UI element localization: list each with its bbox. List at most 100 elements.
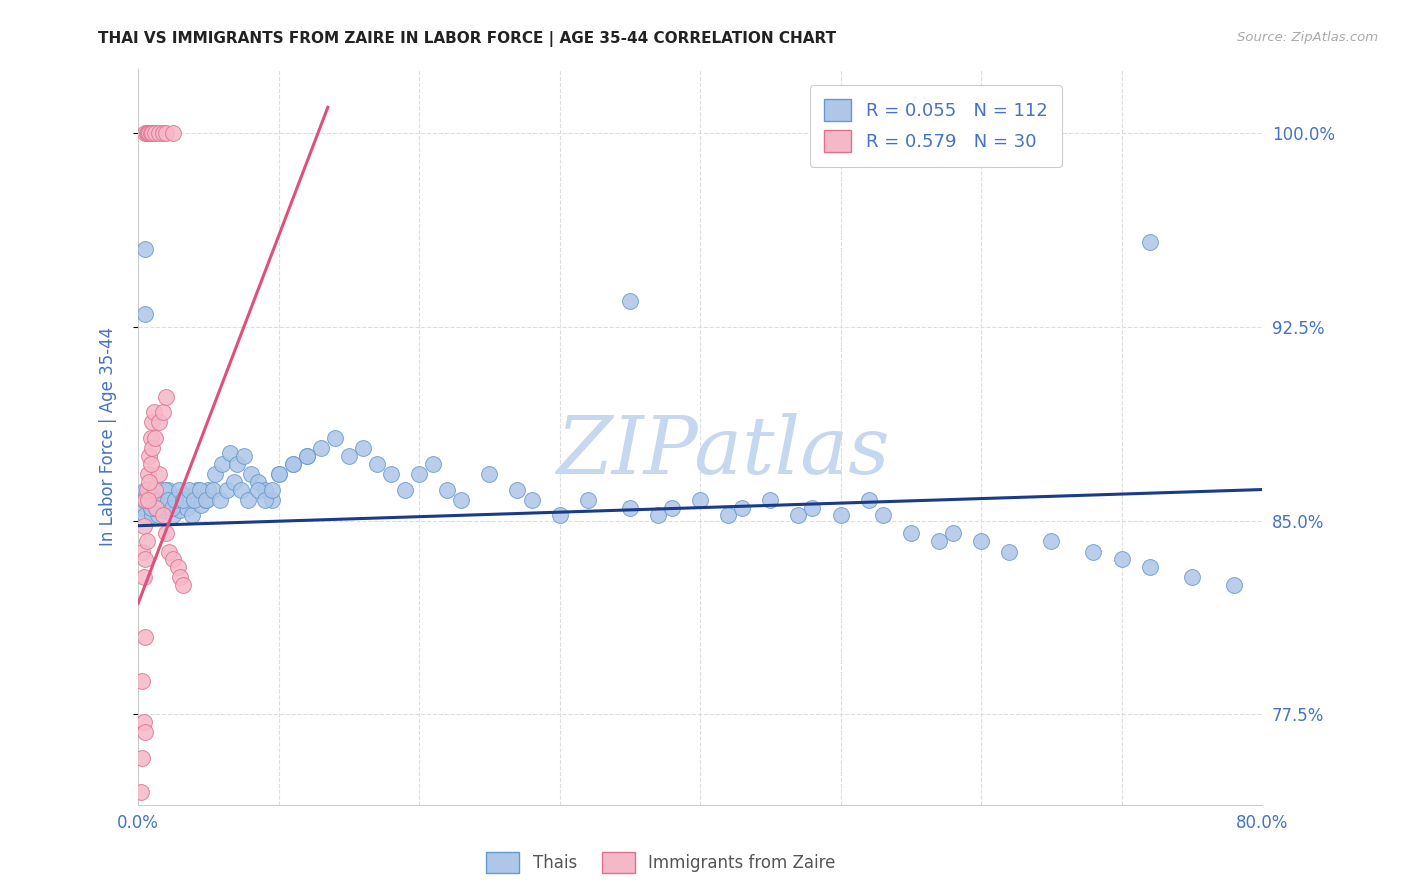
Point	[145, 500, 167, 515]
Point	[1083, 544, 1105, 558]
Point	[148, 416, 170, 430]
Point	[1139, 235, 1161, 249]
Point	[183, 492, 205, 507]
Point	[186, 483, 208, 497]
Point	[138, 449, 160, 463]
Point	[450, 492, 472, 507]
Point	[143, 483, 166, 497]
Point	[160, 500, 183, 515]
Point	[998, 544, 1021, 558]
Text: Source: ZipAtlas.com: Source: ZipAtlas.com	[1237, 31, 1378, 45]
Point	[134, 552, 156, 566]
Point	[148, 126, 170, 140]
Point	[129, 785, 152, 799]
Point	[1139, 560, 1161, 574]
Point	[281, 457, 304, 471]
Point	[142, 488, 165, 502]
Point	[436, 483, 458, 497]
Point	[190, 498, 212, 512]
Point	[647, 508, 669, 523]
Point	[267, 467, 290, 481]
Point	[801, 500, 824, 515]
Point	[153, 483, 176, 497]
Point	[131, 500, 153, 515]
Point	[150, 498, 173, 512]
Point	[246, 483, 269, 497]
Point	[201, 483, 224, 497]
Point	[157, 544, 180, 558]
Point	[260, 483, 283, 497]
Point	[239, 467, 262, 481]
Point	[194, 492, 217, 507]
Point	[689, 492, 711, 507]
Point	[155, 126, 177, 140]
Point	[153, 492, 176, 507]
Point	[131, 751, 153, 765]
Point	[394, 483, 416, 497]
Point	[135, 126, 157, 140]
Point	[520, 492, 543, 507]
Point	[148, 492, 170, 507]
Point	[787, 508, 810, 523]
Point	[1223, 578, 1246, 592]
Point	[132, 518, 155, 533]
Point	[323, 431, 346, 445]
Point	[225, 457, 247, 471]
Point	[134, 492, 156, 507]
Point	[422, 457, 444, 471]
Point	[155, 390, 177, 404]
Point	[253, 492, 276, 507]
Point	[830, 508, 852, 523]
Point	[872, 508, 894, 523]
Point	[222, 475, 245, 489]
Point	[942, 526, 965, 541]
Point	[215, 483, 238, 497]
Point	[156, 492, 179, 507]
Point	[155, 500, 177, 515]
Text: ZIPatlas: ZIPatlas	[555, 413, 890, 490]
Point	[295, 449, 318, 463]
Point	[169, 503, 191, 517]
Point	[928, 534, 950, 549]
Point	[148, 467, 170, 481]
Point	[619, 293, 641, 308]
Point	[139, 126, 162, 140]
Point	[157, 492, 180, 507]
Point	[1040, 534, 1063, 549]
Point	[143, 492, 166, 507]
Point	[309, 441, 332, 455]
Point	[136, 492, 159, 507]
Point	[139, 500, 162, 515]
Point	[136, 492, 159, 507]
Point	[900, 526, 922, 541]
Point	[139, 431, 162, 445]
Point	[197, 483, 219, 497]
Point	[159, 500, 181, 515]
Point	[132, 570, 155, 584]
Point	[146, 508, 169, 523]
Point	[619, 500, 641, 515]
Point	[134, 307, 156, 321]
Point	[1111, 552, 1133, 566]
Point	[1181, 570, 1204, 584]
Point	[138, 475, 160, 489]
Point	[143, 431, 166, 445]
Point	[366, 457, 388, 471]
Legend: Thais, Immigrants from Zaire: Thais, Immigrants from Zaire	[479, 846, 842, 880]
Point	[408, 467, 430, 481]
Point	[208, 492, 231, 507]
Point	[152, 405, 174, 419]
Point	[506, 483, 529, 497]
Point	[136, 126, 159, 140]
Point	[172, 488, 194, 502]
Point	[281, 457, 304, 471]
Point	[166, 560, 188, 574]
Point	[135, 534, 157, 549]
Point	[136, 467, 159, 481]
Point	[166, 492, 188, 507]
Point	[149, 483, 172, 497]
Point	[156, 483, 179, 497]
Point	[131, 544, 153, 558]
Point	[177, 483, 200, 497]
Point	[246, 475, 269, 489]
